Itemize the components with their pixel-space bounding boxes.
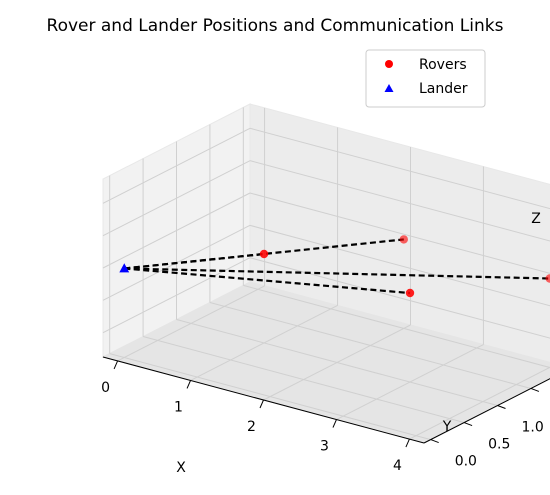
data-points <box>119 235 550 298</box>
y-gridline-floor <box>176 319 498 406</box>
y-gridline-floor <box>109 353 431 441</box>
chart-title: Rover and Lander Positions and Communica… <box>47 16 504 36</box>
legend-lander-marker <box>384 84 394 92</box>
y-tick <box>463 422 473 427</box>
legend-box <box>365 49 486 108</box>
rover-point <box>405 288 415 298</box>
y-tick-label: 1.0 <box>522 420 544 436</box>
y-tick-label: 0.5 <box>488 437 510 453</box>
x-tick <box>332 419 337 428</box>
x-tick-label: 0 <box>101 380 110 396</box>
y-gridline-floor <box>243 284 550 369</box>
x-tick <box>113 360 119 370</box>
z-gridline-side <box>102 257 251 334</box>
x-tick <box>259 399 264 409</box>
z-gridline-back <box>249 127 550 210</box>
tick-labels: 012340.00.51.01.52.0−0.04−0.020.000.020.… <box>101 380 544 474</box>
y-tick <box>530 387 540 392</box>
x-axis-label: X <box>176 460 186 476</box>
y-gridline-floor <box>142 336 465 424</box>
legend-rovers-marker <box>385 60 393 68</box>
x-tick-label: 4 <box>393 458 402 474</box>
z-gridline-side <box>102 160 251 237</box>
communication-links <box>124 238 550 295</box>
y-gridline-floor <box>209 301 532 389</box>
z-gridline-back <box>249 224 550 307</box>
z-gridline-side <box>102 127 251 204</box>
x-tick-label: 3 <box>320 439 329 455</box>
y-tick <box>430 439 439 444</box>
rover-point <box>399 235 408 244</box>
z-gridline-back <box>249 192 550 274</box>
z-gridline-side <box>102 192 251 269</box>
x-tick <box>186 380 192 389</box>
rover-point <box>259 249 269 259</box>
y-axis-label: Y <box>442 419 452 435</box>
axis-lines <box>102 356 550 448</box>
rover-point <box>545 274 550 283</box>
y-tick <box>497 405 506 409</box>
y-tick-label: 0.0 <box>455 454 477 470</box>
grid-lines <box>102 107 550 441</box>
legend-rovers-label: Rovers <box>419 57 467 73</box>
z-axis-label: Z <box>531 211 541 227</box>
lander-point <box>119 263 130 273</box>
axes-panes <box>101 103 550 444</box>
x-tick-label: 2 <box>247 419 256 435</box>
z-gridline-back <box>249 257 550 339</box>
legend: Rovers Lander <box>365 49 486 108</box>
communication-link <box>124 267 411 295</box>
x-tick <box>405 438 410 448</box>
legend-lander-label: Lander <box>419 81 468 97</box>
x-tick-label: 1 <box>174 400 183 416</box>
z-gridline-back <box>249 160 550 242</box>
communication-link <box>124 267 550 280</box>
